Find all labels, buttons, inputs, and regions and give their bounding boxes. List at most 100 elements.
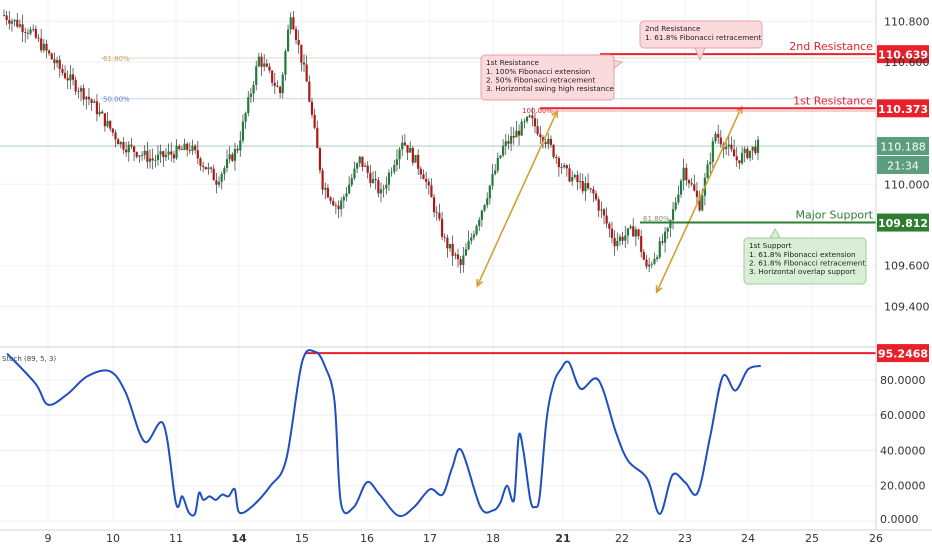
candle [624, 225, 627, 249]
candle [594, 190, 598, 202]
annotation-title: 2nd Resistance [645, 24, 701, 33]
candle [486, 192, 489, 209]
candle [382, 184, 385, 198]
candle [496, 152, 499, 174]
candle [194, 144, 197, 154]
candle [425, 171, 428, 189]
level-price-tag [877, 213, 929, 232]
candle [374, 170, 377, 190]
candle [217, 176, 221, 188]
candle [348, 175, 351, 195]
candle [103, 113, 106, 132]
candle [61, 64, 64, 76]
candlestick-series [2, 9, 760, 274]
candle [549, 135, 553, 148]
stoch-tick-label: 40.0000 [880, 444, 926, 457]
candle [733, 139, 736, 157]
candle [464, 243, 468, 256]
current-price-label: 110.188 [880, 140, 926, 153]
candle [714, 131, 717, 144]
candle [480, 209, 483, 227]
candle [746, 146, 749, 160]
date-tick-label: 25 [805, 532, 819, 545]
price-tick-label: 110.000 [884, 178, 930, 191]
date-tick-label: 15 [295, 532, 309, 545]
candle [101, 109, 104, 114]
arrow-icon [735, 105, 743, 114]
candle [648, 257, 651, 273]
candle [135, 151, 138, 159]
candle [552, 143, 555, 159]
candle [451, 235, 454, 266]
candle [685, 163, 688, 186]
candle [170, 142, 173, 162]
candle [387, 169, 391, 192]
price-tick-label: 110.600 [884, 56, 930, 69]
fibonacci-extension-legs: 100.00% 61.80% [476, 105, 876, 294]
candle [637, 228, 640, 240]
candle [183, 138, 186, 151]
candle [597, 196, 600, 218]
candle [42, 39, 45, 53]
candle [271, 70, 274, 87]
candle [709, 152, 712, 174]
candle [401, 135, 404, 156]
date-tick-label: 18 [486, 532, 500, 545]
level-name: 2nd Resistance [789, 40, 873, 53]
candle [499, 154, 502, 160]
candle [544, 138, 547, 149]
candle [281, 72, 284, 99]
candle [717, 124, 720, 144]
candle [698, 190, 701, 212]
candle [507, 134, 510, 150]
candle [308, 75, 311, 103]
candle [488, 184, 491, 205]
candle [37, 34, 40, 42]
date-tick-label: 9 [45, 532, 52, 545]
candle [406, 144, 409, 161]
candle [706, 159, 709, 179]
date-tick-label: 22 [615, 532, 629, 545]
candle [249, 87, 253, 103]
candle [244, 111, 247, 129]
level-name: Major Support [795, 209, 873, 222]
candle [653, 252, 656, 266]
fib-label-61: 61.80% [103, 55, 130, 63]
candle [257, 52, 260, 68]
candle [677, 185, 680, 205]
candle [24, 27, 27, 43]
candle [417, 149, 420, 175]
candle [119, 141, 122, 149]
candle [255, 60, 258, 91]
stoch-tick-label: 80.0000 [880, 374, 926, 387]
candle [491, 164, 494, 190]
candle [616, 232, 619, 251]
candle [369, 164, 372, 188]
candle [8, 11, 11, 30]
candle [605, 207, 608, 228]
stoch-tick-label: 20.0000 [880, 480, 926, 493]
candle [79, 85, 83, 102]
date-tick-label: 16 [360, 532, 374, 545]
stoch-level-label: 95.2468 [878, 348, 928, 361]
candle [332, 197, 335, 207]
candle [297, 30, 300, 54]
candle [265, 59, 268, 68]
candle [29, 26, 32, 36]
price-tick-label: 109.400 [884, 300, 930, 313]
candle [66, 70, 69, 90]
candle [573, 173, 576, 180]
annotation-title: 1st Support [749, 241, 792, 250]
candle [679, 178, 683, 198]
candle [172, 150, 176, 164]
candle [286, 24, 290, 53]
candle [743, 146, 746, 163]
candle [443, 233, 446, 242]
candle [645, 254, 648, 269]
candle [602, 208, 606, 225]
candle [313, 108, 316, 130]
candle [632, 218, 635, 237]
candle [69, 65, 72, 90]
candle [74, 76, 77, 95]
